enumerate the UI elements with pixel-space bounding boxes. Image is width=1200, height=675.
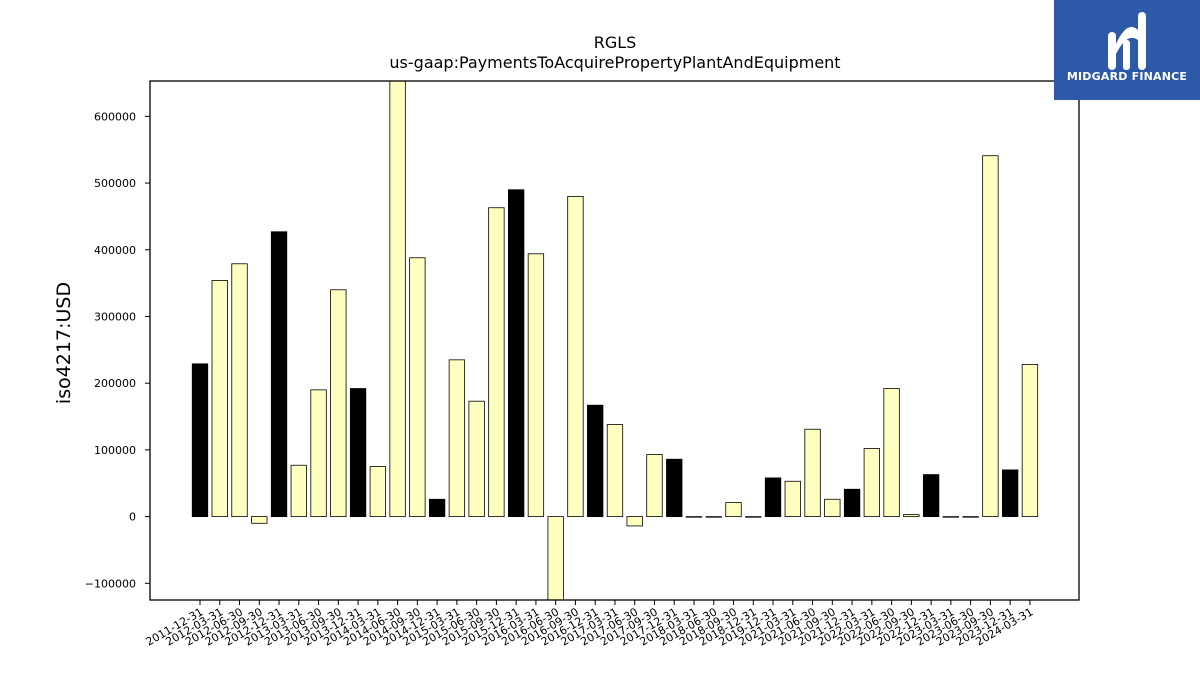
bar [784, 480, 801, 518]
brand-logo: MIDGARD FINANCE [1054, 0, 1200, 100]
bar [883, 388, 900, 518]
bar [270, 231, 288, 518]
bar [567, 196, 584, 518]
logo-mark-icon [1108, 12, 1146, 70]
y-tick-label: 400000 [94, 244, 136, 257]
y-tick-label: 300000 [94, 310, 136, 323]
bar [448, 359, 466, 518]
bar [1002, 469, 1019, 518]
y-tick-label: 500000 [94, 177, 136, 190]
bar [369, 466, 386, 518]
bar [982, 155, 999, 518]
bar [488, 207, 505, 518]
chart-title: RGLS [594, 33, 637, 52]
bar [903, 514, 920, 518]
y-axis-label: iso4217:USD [53, 282, 75, 404]
y-tick-label: 0 [129, 511, 136, 524]
bar [389, 81, 406, 518]
bar [468, 400, 485, 518]
bar [606, 424, 624, 518]
y-tick-label: 100000 [94, 444, 136, 457]
bar [191, 363, 209, 518]
bar [428, 498, 446, 518]
bar [764, 477, 782, 518]
bar [251, 516, 268, 524]
bar [547, 516, 564, 600]
bar [527, 253, 545, 518]
bar [824, 498, 841, 518]
bar [646, 454, 663, 518]
bar [705, 516, 722, 518]
bar [666, 458, 683, 518]
bar [290, 464, 307, 518]
bar [962, 516, 979, 518]
bar [349, 388, 367, 518]
bar [843, 488, 861, 518]
bar [587, 404, 604, 518]
bar [922, 474, 940, 518]
bar [685, 516, 703, 518]
bar [745, 516, 762, 518]
y-ticks: −100000 0 100000 200000 300000 400000 500000 60… [85, 110, 150, 590]
x-ticks: 2011-12-312012-03-312012-06-302012-09-30… [144, 600, 1035, 649]
logo-text: MIDGARD FINANCE [1066, 70, 1188, 83]
bars-group [191, 81, 1039, 600]
bar [330, 289, 347, 518]
bar [508, 189, 525, 518]
y-tick-label: −100000 [85, 577, 136, 590]
bar [863, 448, 880, 518]
bar [804, 428, 821, 518]
bar [725, 502, 742, 518]
bar [409, 257, 426, 518]
y-tick-label: 600000 [94, 110, 136, 123]
bar [626, 516, 643, 527]
bar [310, 389, 327, 518]
bar [231, 263, 248, 518]
bar [942, 516, 960, 518]
bar [1021, 364, 1039, 518]
plot-frame [149, 80, 1080, 601]
chart-subtitle: us-gaap:PaymentsToAcquirePropertyPlantAn… [389, 53, 840, 72]
bar [211, 280, 228, 518]
y-tick-label: 200000 [94, 377, 136, 390]
